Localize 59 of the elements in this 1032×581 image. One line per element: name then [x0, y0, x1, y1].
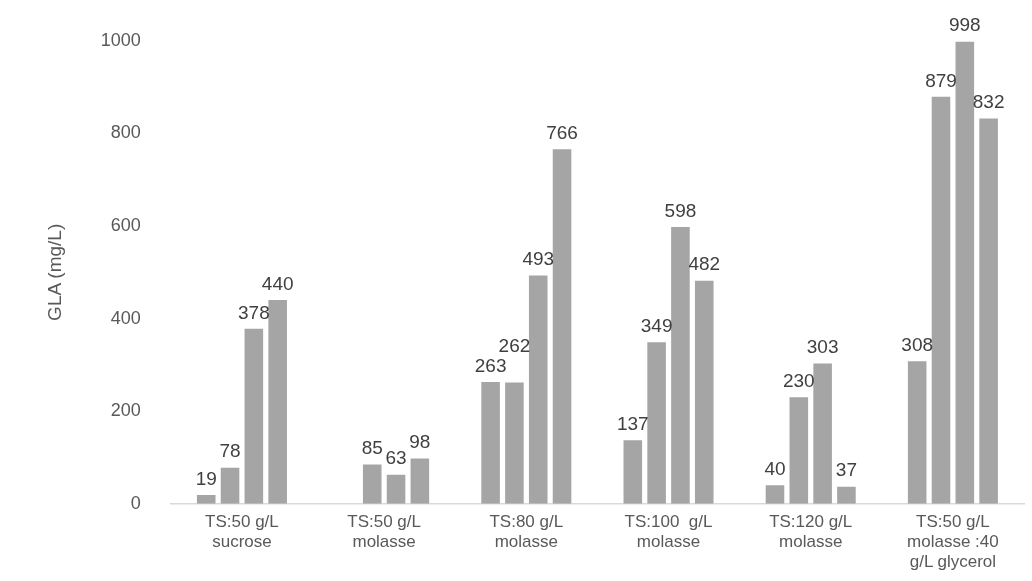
bar: [244, 328, 264, 504]
bar: [671, 226, 690, 504]
bar: [268, 300, 287, 504]
bar: [623, 440, 643, 504]
data-label: 879: [925, 69, 957, 91]
data-label: 998: [948, 14, 981, 36]
data-label: 303: [806, 336, 839, 358]
bar: [386, 474, 406, 504]
data-label: 349: [640, 314, 673, 336]
x-tick-label: TS:120 g/L molasse: [769, 511, 853, 552]
data-label: 766: [546, 121, 578, 143]
data-label: 263: [474, 354, 507, 376]
bar: [481, 382, 500, 504]
y-axis-title: GLA (mg/L): [43, 223, 65, 321]
data-label: 85: [361, 437, 383, 459]
data-label: 440: [261, 272, 294, 294]
bar: [220, 467, 240, 504]
y-tick-label: 200: [110, 400, 141, 421]
bar: [647, 342, 666, 504]
bar: [979, 118, 998, 504]
bar: [931, 96, 951, 504]
y-tick-label: 600: [110, 214, 141, 235]
data-label: 137: [616, 413, 649, 435]
data-label: 37: [835, 459, 858, 481]
bar: [789, 397, 809, 504]
bar: [505, 382, 524, 504]
x-tick-label: TS:50 g/L sucrose: [205, 511, 279, 552]
data-label: 98: [409, 431, 431, 453]
data-label: 19: [195, 467, 217, 489]
data-label: 230: [782, 370, 815, 392]
bar: [410, 458, 430, 504]
bar: [813, 363, 832, 504]
data-label: 482: [688, 253, 721, 275]
bar: [765, 485, 785, 504]
y-tick-label: 800: [110, 122, 141, 143]
x-tick-label: TS:80 g/L molasse: [489, 511, 564, 552]
data-label: 493: [522, 248, 555, 270]
bar: [528, 275, 548, 504]
data-label: 832: [972, 91, 1005, 113]
data-label: 308: [901, 333, 934, 355]
bar: [955, 41, 975, 504]
y-tick-label: 1000: [100, 29, 141, 50]
x-tick-label: TS:100 g/L molasse: [624, 511, 713, 552]
bar: [196, 495, 216, 504]
data-label: 40: [764, 458, 786, 480]
bar: [907, 361, 927, 504]
x-tick-label: TS:50 g/L molasse :40 g/L glycerol: [907, 511, 999, 572]
data-label: 78: [219, 440, 241, 462]
data-label: 598: [664, 199, 697, 221]
bar: [694, 280, 714, 504]
y-tick-label: 0: [130, 492, 141, 513]
y-tick-label: 400: [110, 307, 141, 328]
bar: [552, 149, 572, 504]
data-label: 262: [498, 334, 531, 356]
data-label: 63: [385, 447, 407, 469]
data-label: 378: [238, 301, 270, 323]
bar: [837, 486, 856, 504]
x-tick-label: TS:50 g/L molasse: [347, 511, 421, 552]
bar: [362, 464, 382, 504]
